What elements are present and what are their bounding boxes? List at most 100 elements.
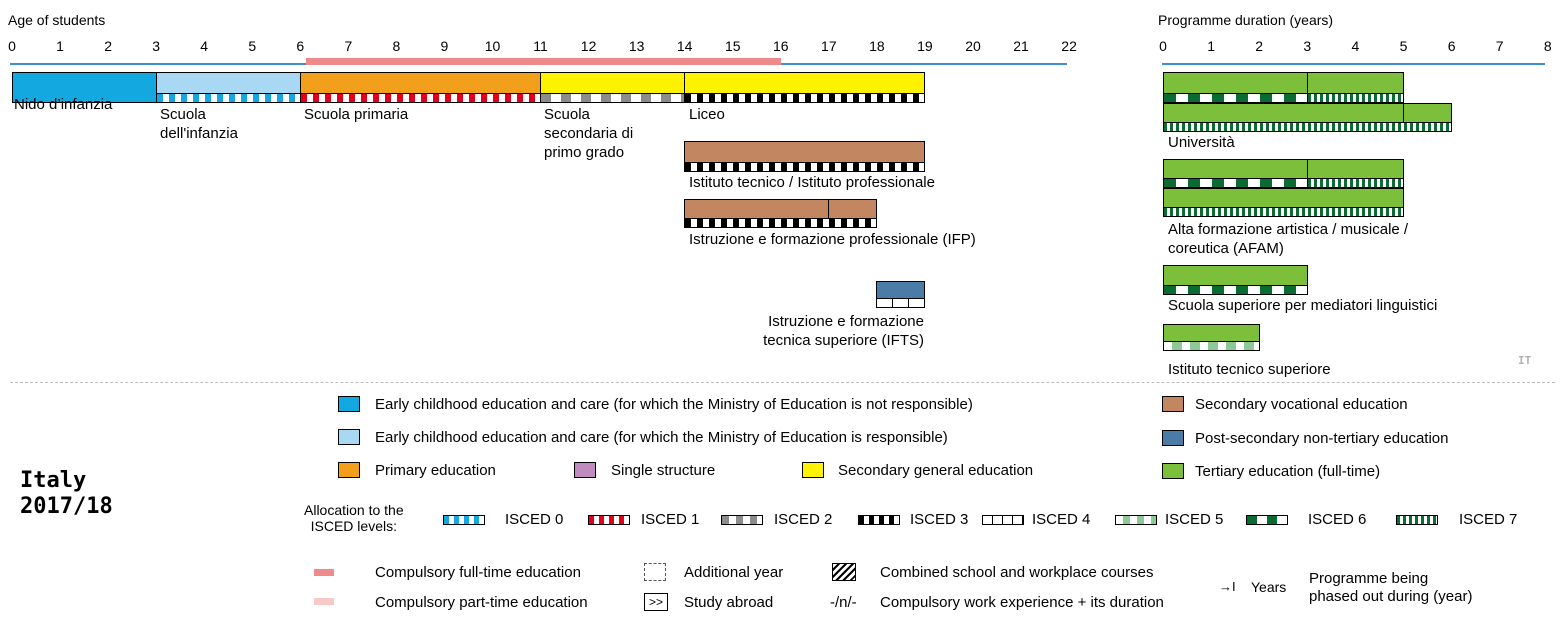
duration-tick-7: 7 [1495,38,1504,54]
isced0-label: ISCED 0 [505,511,564,528]
duration-tick-6: 6 [1447,38,1456,54]
istituto-tecnico-bar [684,141,925,163]
ifp-bar-part2 [828,199,877,219]
secondaria-primo-grado-label: Scuola secondaria di primo grado [544,106,634,161]
isced1-pattern [588,515,630,525]
mediatori-isced6-strip [1163,286,1308,295]
afam-single-bar [1163,188,1404,208]
duration-axis-line [1162,63,1545,65]
secondaria-primo-grado-bar [540,72,685,94]
additional-year-label: Additional year [684,564,784,581]
istituto-tecnico-isced3-strip [684,163,925,172]
duration-tick-1: 1 [1207,38,1215,54]
afam-master-bar [1307,159,1404,179]
isced4-label: ISCED 4 [1032,511,1091,528]
universita-isced6-strip [1163,94,1308,103]
single-structure-swatch [574,462,596,478]
age-tick-10: 10 [484,38,501,54]
study-abroad-label: Study abroad [684,594,774,611]
additional-year-icon [644,563,666,581]
isced5-label: ISCED 5 [1165,511,1224,528]
isced6-label: ISCED 6 [1308,511,1367,528]
scuola-primaria-label: Scuola primaria [304,106,409,123]
afam-isced7-strip [1307,179,1404,188]
its-bar [1163,324,1260,342]
combined-courses-icon [832,563,856,581]
isced3-pattern [858,515,900,525]
secondary-vocational-label: Secondary vocational education [1195,396,1408,413]
isced4-pattern [982,515,1024,525]
ecec-responsible-label: Early childhood education and care (for … [375,429,948,446]
duration-tick-5: 5 [1399,38,1408,54]
secondary-general-label: Secondary general education [838,462,1034,479]
duration-tick-2: 2 [1255,38,1264,54]
ifp-label: Istruzione e formazione professionale (I… [689,231,976,248]
isced5-pattern [1115,515,1157,525]
age-tick-9: 9 [440,38,449,54]
universita-bachelor-bar [1163,72,1308,94]
scuola-infanzia-isced0-strip [156,94,301,103]
ecec-responsible-swatch [338,429,360,445]
age-tick-20: 20 [965,38,981,54]
isced6-pattern [1246,515,1288,525]
ifts-isced4-strip [876,299,925,308]
isced1-label: ISCED 1 [641,511,700,528]
age-tick-4: 4 [200,38,209,54]
country-title: Italy 2017/18 [20,468,113,519]
allocation-label: Allocation to the ISCED levels: [304,502,404,534]
age-tick-13: 13 [628,38,645,54]
duration-tick-4: 4 [1351,38,1360,54]
age-tick-17: 17 [821,38,837,54]
isced2-label: ISCED 2 [774,511,833,528]
its-label: Istituto tecnico superiore [1168,361,1331,378]
ecec-not-responsible-label: Early childhood education and care (for … [375,396,973,413]
age-tick-7: 7 [344,38,353,54]
liceo-isced3-strip [684,94,925,103]
age-tick-14: 14 [676,38,693,54]
phased-out-label: Programme being phased out during (year) [1309,570,1473,605]
secondaria-primo-grado-isced2-strip [540,94,685,103]
country-code: IT [1518,354,1532,367]
liceo-bar [684,72,925,94]
tertiary-swatch [1162,463,1184,479]
duration-axis-title: Programme duration (years) [1158,12,1334,28]
afam-bachelor-bar [1163,159,1308,179]
scuola-primaria-bar [300,72,541,94]
age-tick-16: 16 [773,38,789,54]
age-tick-12: 12 [580,38,597,54]
universita-single-cycle-extra-bar [1403,103,1452,123]
single-structure-label: Single structure [611,462,716,479]
duration-tick-8: 8 [1543,38,1552,54]
isced2-pattern [721,515,763,525]
age-tick-22: 22 [1061,38,1077,54]
age-tick-6: 6 [296,38,305,54]
universita-master-bar [1307,72,1404,94]
istituto-tecnico-label: Istituto tecnico / Istituto professional… [689,174,935,191]
section-divider [10,382,1555,383]
duration-tick-3: 3 [1303,38,1312,54]
age-tick-1: 1 [56,38,64,54]
isced7-pattern [1396,515,1438,525]
post-secondary-swatch [1162,430,1184,446]
afam-single-isced7-strip [1163,208,1404,217]
age-tick-5: 5 [248,38,257,54]
work-experience-symbol: -/n/- [830,594,857,611]
universita-isced7-strip [1307,94,1404,103]
age-tick-11: 11 [533,38,548,54]
afam-label: Alta formazione artistica / musicale / c… [1168,221,1409,257]
compulsory-part-swatch [314,598,334,605]
afam-isced6-strip [1163,179,1308,188]
isced3-label: ISCED 3 [910,511,969,528]
isced7-label: ISCED 7 [1459,511,1518,528]
age-tick-18: 18 [869,38,885,54]
combined-courses-label: Combined school and workplace courses [880,564,1154,581]
study-abroad-icon: >> [644,593,668,611]
ecec-not-responsible-swatch [338,396,360,412]
post-secondary-label: Post-secondary non-tertiary education [1195,430,1449,447]
ifts-bar [876,281,925,299]
age-tick-2: 2 [104,38,112,54]
primary-education-swatch [338,462,360,478]
age-tick-21: 21 [1013,38,1029,54]
age-tick-19: 19 [917,38,933,54]
isced0-pattern [443,515,485,525]
